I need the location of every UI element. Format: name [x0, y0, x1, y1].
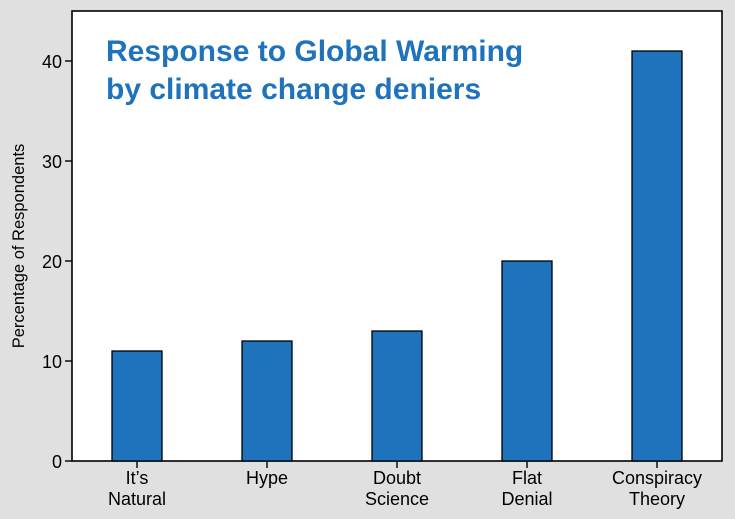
x-tick-label: Conspiracy — [612, 468, 702, 488]
chart-title-line: Response to Global Warming — [106, 35, 523, 68]
y-tick-label: 0 — [52, 452, 62, 472]
y-tick-label: 10 — [42, 352, 62, 372]
bar-1 — [241, 340, 293, 462]
bar-0 — [111, 350, 163, 462]
chart-title-line: by climate change deniers — [106, 73, 481, 106]
x-tick-label: Hype — [246, 468, 288, 488]
x-tick-label: Denial — [501, 489, 552, 509]
bar-4 — [631, 50, 683, 462]
bar-2 — [371, 330, 423, 462]
x-tick-label: It’s — [126, 468, 149, 488]
y-tick-label: 30 — [42, 152, 62, 172]
x-tick-label: Doubt — [373, 468, 421, 488]
x-tick-label: Flat — [512, 468, 542, 488]
x-tick-label: Science — [365, 489, 429, 509]
y-axis-label: Percentage of Respondents — [10, 144, 28, 349]
x-tick-label: Natural — [108, 489, 166, 509]
x-tick-label: Theory — [629, 489, 685, 509]
bar-3 — [501, 260, 553, 462]
y-tick-label: 40 — [42, 52, 62, 72]
y-tick-label: 20 — [42, 252, 62, 272]
